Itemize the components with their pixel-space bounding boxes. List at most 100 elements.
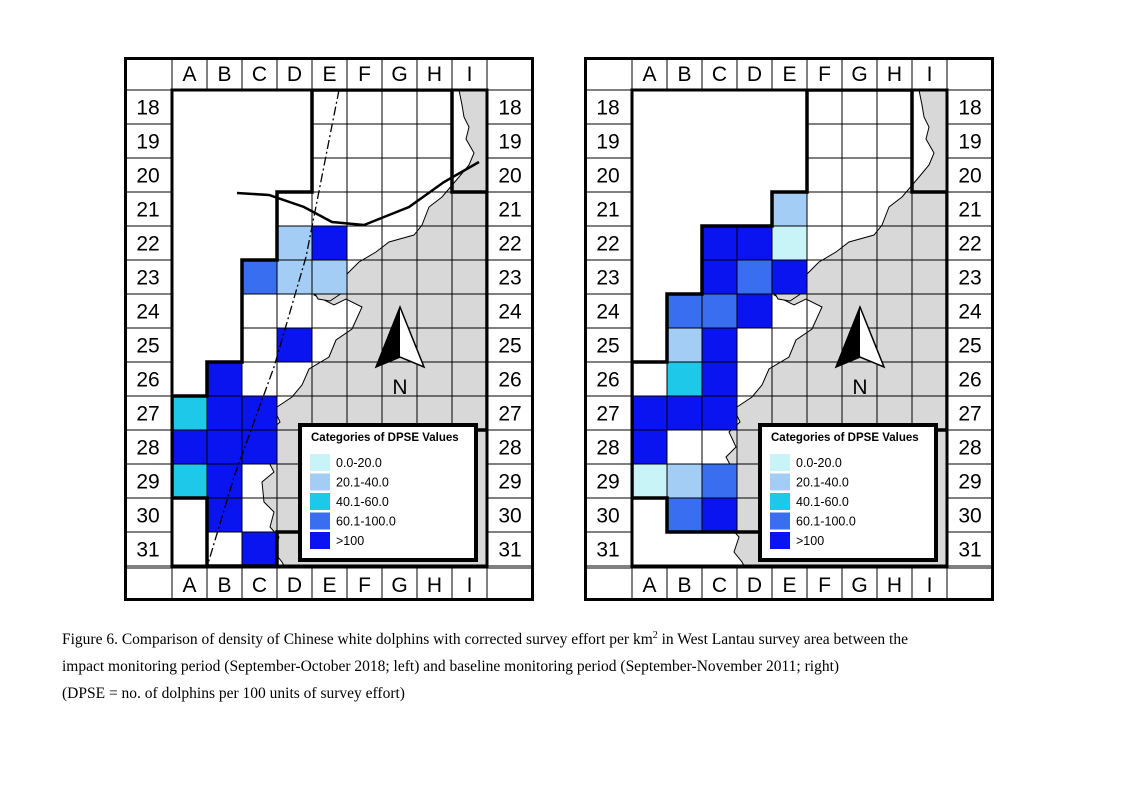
row-header-cell <box>485 463 534 499</box>
column-label-bottom: F <box>358 574 371 597</box>
caption-line-3: (DPSE = no. of dolphins per 100 units of… <box>62 685 405 703</box>
row-label-left: 23 <box>596 267 619 290</box>
column-label-bottom: D <box>287 574 302 597</box>
column-label-top: B <box>217 63 231 86</box>
legend-swatch <box>770 512 790 530</box>
density-cell-B24 <box>667 294 702 328</box>
density-cell-C22 <box>702 226 737 260</box>
column-header-cell <box>701 567 738 601</box>
column-label-bottom: F <box>818 574 831 597</box>
row-header-cell <box>945 327 994 363</box>
column-label-bottom: I <box>927 574 933 597</box>
density-cell-C26 <box>702 362 737 396</box>
column-label-bottom: A <box>642 574 656 597</box>
density-cell-A28 <box>172 430 207 464</box>
column-label-top: C <box>712 63 727 86</box>
inner-border <box>630 88 949 568</box>
legend-title: Categories of DPSE Values <box>771 432 919 444</box>
column-label-top: E <box>782 63 796 86</box>
density-cell-C24 <box>702 294 737 328</box>
legend-swatch <box>310 512 330 530</box>
column-label-bottom: H <box>427 574 442 597</box>
row-label-right: 26 <box>958 369 981 392</box>
row-header-cell <box>485 123 534 159</box>
column-header-cell <box>276 57 313 91</box>
column-label-top: E <box>322 63 336 86</box>
density-cell-C23 <box>242 260 277 294</box>
row-label-right: 31 <box>498 539 521 562</box>
legend-title: Categories of DPSE Values <box>311 432 459 444</box>
row-label-right: 29 <box>498 471 521 494</box>
density-cell-B26 <box>207 362 242 396</box>
column-label-top: F <box>358 63 371 86</box>
row-label-right: 29 <box>958 471 981 494</box>
column-label-top: I <box>927 63 933 86</box>
legend: Categories of DPSE Values 0.0-20.0 20.1-40… <box>758 423 938 562</box>
column-label-top: F <box>818 63 831 86</box>
column-label-top: B <box>677 63 691 86</box>
row-label-right: 26 <box>498 369 521 392</box>
density-cell-A29 <box>172 464 207 498</box>
density-cell-C25 <box>702 328 737 362</box>
density-cell-A27 <box>632 396 667 430</box>
column-header-cell <box>276 567 313 601</box>
row-header-cell <box>945 361 994 397</box>
legend-label: 40.1-60.0 <box>796 495 849 509</box>
caption-superscript: 2 <box>652 630 658 641</box>
outer-border <box>124 57 534 601</box>
map-canvas: N Categories of DPSE Values 0.0-20.0 20.1-4… <box>584 57 994 601</box>
density-cell-B25 <box>667 328 702 362</box>
row-header-cell <box>584 395 633 431</box>
column-header-cell <box>451 57 488 91</box>
density-cell-B30 <box>207 498 242 532</box>
row-header-cell <box>124 123 173 159</box>
row-header-cell <box>945 123 994 159</box>
marine-boundary-line <box>206 90 340 566</box>
row-label-left: 18 <box>596 97 619 120</box>
row-label-right: 23 <box>958 267 981 290</box>
density-cell-C31 <box>242 532 277 566</box>
density-cell-E22 <box>312 226 347 260</box>
row-header-cell <box>124 89 173 125</box>
row-label-right: 24 <box>498 301 522 324</box>
density-cell-B26 <box>667 362 702 396</box>
north-arrow-shadow <box>836 307 860 367</box>
column-label-top: A <box>642 63 656 86</box>
map-baseline-period: N Categories of DPSE Values 0.0-20.0 20.1-4… <box>584 57 994 601</box>
legend-swatch <box>770 473 790 491</box>
row-label-right: 22 <box>498 233 521 256</box>
caption-line-1-text: Figure 6. Comparison of density of Chine… <box>62 631 653 649</box>
row-label-left: 22 <box>136 233 159 256</box>
legend-label: 20.1-40.0 <box>796 476 849 490</box>
density-cell-D23 <box>277 260 312 294</box>
column-label-top: I <box>467 63 473 86</box>
density-cell-C27 <box>242 396 277 430</box>
column-label-top: G <box>391 63 407 86</box>
density-cell-C27 <box>702 396 737 430</box>
row-label-left: 29 <box>136 471 159 494</box>
column-label-bottom: I <box>467 574 473 597</box>
density-cell-D22 <box>737 226 772 260</box>
corner-cell <box>584 57 633 91</box>
corner-cell <box>945 57 994 91</box>
column-label-bottom: A <box>182 574 196 597</box>
row-label-left: 22 <box>596 233 619 256</box>
row-label-left: 20 <box>136 165 159 188</box>
map-impact-period: N Categories of DPSE Values 0.0-20.0 20.1-4… <box>124 57 534 601</box>
map-canvas: N Categories of DPSE Values 0.0-20.0 20.1-4… <box>124 57 534 601</box>
density-cell-C29 <box>702 464 737 498</box>
column-label-bottom: C <box>252 574 267 597</box>
column-label-bottom: E <box>782 574 796 597</box>
row-label-left: 28 <box>136 437 159 460</box>
column-label-top: H <box>427 63 442 86</box>
legend-swatch <box>310 473 330 491</box>
row-header-cell <box>124 225 173 261</box>
row-label-left: 24 <box>596 301 620 324</box>
bridge-line <box>236 160 480 227</box>
row-header-cell <box>485 531 534 567</box>
row-header-cell <box>945 395 994 431</box>
row-label-right: 24 <box>958 301 982 324</box>
density-cell-E22 <box>772 226 807 260</box>
column-label-top: A <box>182 63 196 86</box>
